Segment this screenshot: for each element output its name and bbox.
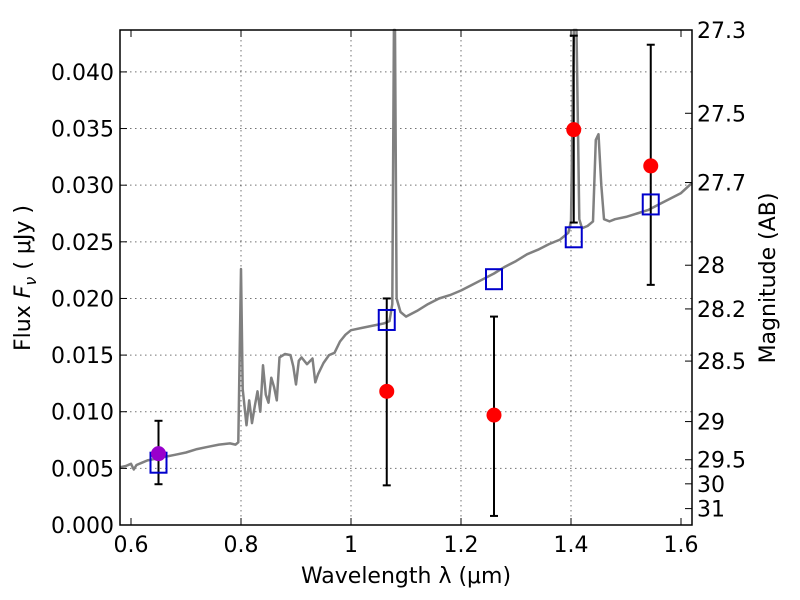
- template-spectrum-line: [119, 28, 693, 471]
- observed-photometry-point: [566, 122, 582, 138]
- grid-layer: [120, 30, 692, 525]
- model-photometry-layer: [149, 193, 660, 474]
- model-photometry-square: [377, 308, 396, 331]
- y-axis-label-prefix: Flux: [11, 298, 36, 351]
- x-tick-label: 1.6: [664, 533, 699, 558]
- plot-frame: [119, 29, 693, 526]
- model-photometry-square: [485, 268, 503, 291]
- y-axis-label-suffix: ( μJy ): [11, 205, 36, 277]
- y-tick-label: 0.015: [51, 344, 114, 369]
- y-right-tick-label: 31: [697, 498, 725, 523]
- y-right-tick-label: 28.5: [697, 350, 746, 375]
- optical-photometry-point: [151, 446, 166, 462]
- y-tick-label: 0.000: [51, 514, 114, 539]
- y-right-tick-label: 27.3: [697, 19, 746, 44]
- y-right-tick-label: 29: [697, 411, 725, 436]
- y-tick-label: 0.025: [51, 231, 114, 256]
- y-right-tick-label: 27.5: [697, 102, 746, 127]
- y-tick-label: 0.010: [51, 401, 114, 426]
- y-axis-left: 0.000 0.005 0.010 0.015 0.020 0.025 0.030 0.035…: [51, 61, 127, 539]
- x-axis-label: Wavelength λ (μm): [301, 564, 511, 589]
- y-axis-right-label: Magnitude (AB): [756, 193, 781, 364]
- observed-photometry-point: [379, 383, 395, 399]
- y-right-tick-label: 29.5: [697, 449, 746, 474]
- y-tick-label: 0.005: [51, 457, 114, 482]
- model-photometry-square: [564, 226, 583, 249]
- y-right-tick-label: 28.2: [697, 298, 746, 323]
- y-tick-label: 0.035: [51, 118, 114, 143]
- y-axis-label: Flux Fν ( μJy ): [11, 205, 40, 351]
- observed-photometry-layer: [151, 122, 659, 462]
- y-axis-label-subscript: ν: [21, 277, 40, 286]
- x-tick-label: 1.2: [444, 533, 479, 558]
- y-tick-label: 0.040: [51, 61, 114, 86]
- x-tick-label: 1.4: [554, 533, 589, 558]
- x-tick-label: 1: [344, 533, 358, 558]
- x-axis: 0.6 0.8 1 1.2 1.4 1.6: [114, 30, 699, 558]
- model-photometry-square: [641, 193, 660, 216]
- template-spectrum-layer: [119, 28, 693, 471]
- observed-photometry-point: [486, 407, 502, 423]
- y-tick-label: 0.020: [51, 287, 114, 312]
- observed-photometry-point: [643, 158, 659, 174]
- y-right-tick-label: 27.7: [697, 172, 746, 197]
- y-right-tick-label: 30: [697, 473, 725, 498]
- x-tick-label: 0.8: [224, 533, 259, 558]
- y-right-tick-label: 28: [697, 254, 725, 279]
- x-tick-label: 0.6: [114, 533, 149, 558]
- y-tick-label: 0.030: [51, 174, 114, 199]
- y-axis-label-symbol: F: [11, 285, 36, 298]
